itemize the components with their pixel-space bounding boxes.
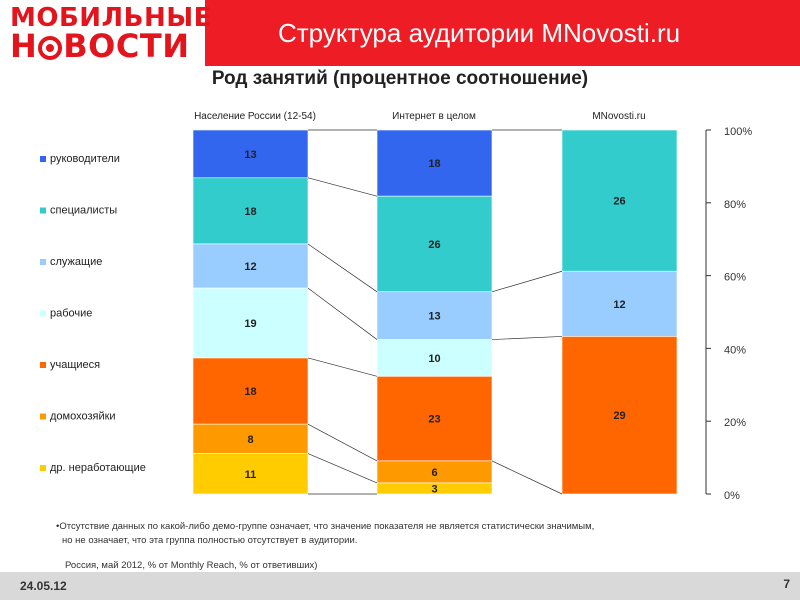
column-label: MNovosti.ru bbox=[592, 111, 645, 122]
legend-label: специалисты bbox=[50, 205, 117, 217]
bar-segment bbox=[376, 339, 493, 377]
data-label: 12 bbox=[244, 261, 256, 273]
logo-line-1: МОБИЛЬНЫЕ bbox=[10, 3, 212, 33]
chart-title: Род занятий (процентное соотношение) bbox=[211, 68, 589, 89]
data-label: 12 bbox=[613, 299, 625, 311]
footnote-line-1: •Отсутствие данных по какой-либо демо-гр… bbox=[56, 521, 595, 532]
bar-segment bbox=[192, 287, 309, 359]
logo: МОБИЛЬНЫЕ Н ВОСТИ bbox=[0, 0, 211, 66]
data-label: 23 bbox=[428, 414, 440, 426]
bar-segment bbox=[561, 336, 678, 495]
bar-segment bbox=[376, 482, 493, 495]
footnote-line-2: но не означает, что эта группа полностью… bbox=[62, 535, 358, 546]
bar-segment bbox=[376, 376, 493, 462]
data-label: 18 bbox=[244, 206, 256, 218]
header-bar: МОБИЛЬНЫЕ Н ВОСТИ Структура аудитории MNo… bbox=[0, 0, 800, 66]
legend-label: рабочие bbox=[50, 308, 92, 320]
legend-swatch bbox=[40, 310, 46, 317]
connector-line bbox=[491, 336, 563, 340]
connector-line bbox=[307, 177, 378, 197]
y-axis-tick-label: 100% bbox=[724, 126, 752, 138]
legend-swatch bbox=[40, 259, 46, 265]
bar-segment bbox=[192, 357, 309, 425]
legend-swatch bbox=[40, 156, 46, 162]
logo-line-2: Н ВОСТИ bbox=[10, 27, 189, 65]
y-axis-tick-label: 40% bbox=[724, 344, 746, 356]
data-label: 10 bbox=[428, 353, 440, 365]
legend-label: руководители bbox=[50, 153, 120, 165]
footnote: •Отсутствие данных по какой-либо демо-гр… bbox=[56, 520, 756, 548]
data-label: 8 bbox=[247, 434, 253, 446]
y-axis-tick-label: 60% bbox=[724, 272, 746, 284]
bar-segment bbox=[376, 195, 493, 293]
connector-line bbox=[307, 357, 378, 377]
data-label: 18 bbox=[244, 386, 256, 398]
bar-segment bbox=[561, 129, 678, 272]
column-label: Интернет в целом bbox=[392, 111, 476, 122]
data-label: 19 bbox=[244, 318, 256, 330]
logo-line-2-end: ВОСТИ bbox=[63, 27, 190, 65]
footer-date: 24.05.12 bbox=[20, 579, 67, 593]
page-number: 7 bbox=[783, 577, 790, 591]
y-axis-tick-label: 0% bbox=[724, 490, 740, 502]
data-label: 3 bbox=[431, 483, 437, 495]
legend-label: домохозяйки bbox=[50, 411, 116, 423]
connector-line bbox=[307, 453, 378, 484]
data-label: 11 bbox=[245, 469, 257, 481]
bar-segment bbox=[192, 129, 309, 179]
logo-o-icon bbox=[38, 36, 63, 60]
logo-line-2-start: Н bbox=[10, 27, 38, 65]
y-axis-tick-label: 20% bbox=[724, 417, 746, 429]
page-title: Структура аудитории MNovosti.ru bbox=[278, 18, 681, 48]
data-label: 26 bbox=[428, 239, 440, 251]
data-label: 29 bbox=[613, 410, 625, 422]
connector-line bbox=[307, 287, 378, 340]
legend-swatch bbox=[40, 362, 46, 368]
data-label: 26 bbox=[613, 196, 625, 208]
legend-swatch bbox=[40, 207, 46, 214]
legend-label: др. неработающие bbox=[50, 462, 146, 474]
connector-line bbox=[491, 270, 563, 293]
bar-segment bbox=[192, 453, 309, 495]
connector-line bbox=[307, 243, 378, 293]
data-label: 18 bbox=[428, 158, 440, 170]
footer-bar: 24.05.12 7 bbox=[0, 572, 800, 600]
legend-swatch bbox=[40, 413, 46, 420]
legend-label: учащиеся bbox=[50, 359, 100, 371]
bar-segment bbox=[561, 270, 678, 337]
legend-label: служащие bbox=[50, 256, 102, 268]
connector-line bbox=[491, 460, 563, 495]
column-label: Население России (12-54) bbox=[194, 111, 316, 122]
data-label: 6 bbox=[431, 467, 437, 479]
bar-segment bbox=[192, 177, 309, 245]
data-label: 13 bbox=[428, 311, 440, 323]
bar-segment bbox=[376, 291, 493, 340]
stacked-bar-chart: Население России (12-54) Интернет в целом… bbox=[40, 111, 752, 502]
bar-segment bbox=[192, 423, 309, 454]
legend-swatch bbox=[40, 465, 46, 471]
source-note: Россия, май 2012, % от Monthly Reach, % … bbox=[65, 560, 318, 571]
data-label: 13 bbox=[244, 149, 256, 161]
connector-line bbox=[307, 423, 378, 462]
bar-segment bbox=[192, 243, 309, 289]
y-axis-tick-label: 80% bbox=[724, 199, 746, 211]
